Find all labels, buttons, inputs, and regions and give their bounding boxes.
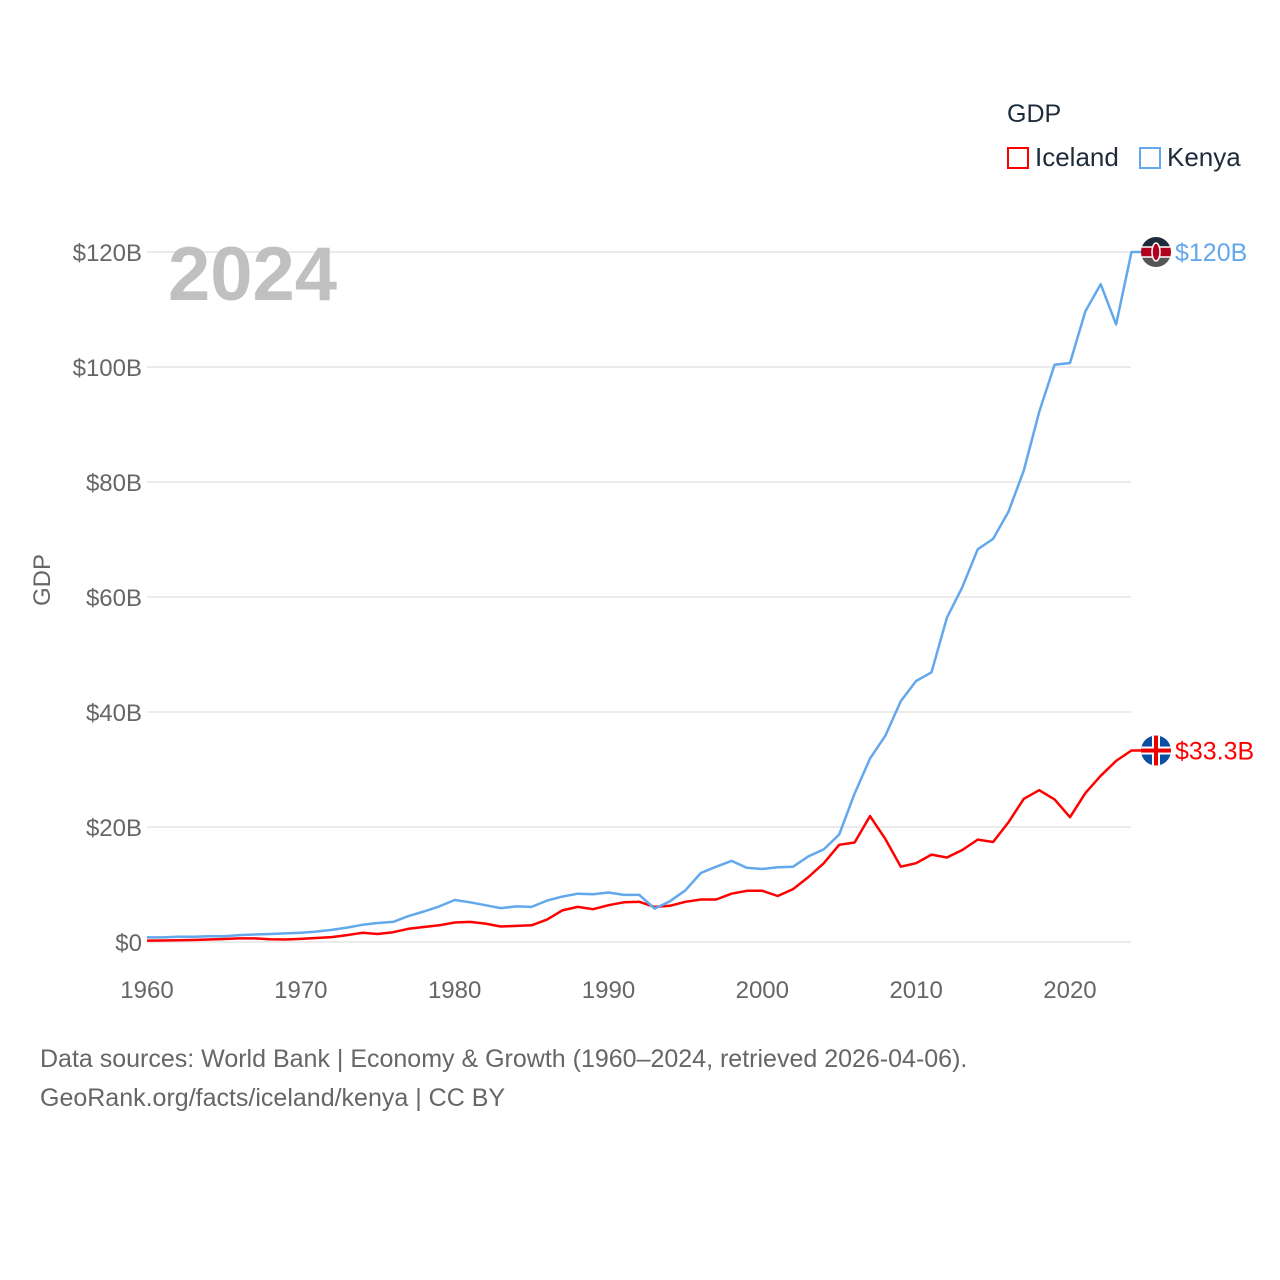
iceland-series-line xyxy=(146,749,1142,942)
kenya-swatch xyxy=(1139,146,1161,169)
kenya-end-label: $120B xyxy=(1175,239,1247,267)
legend-title: GDP xyxy=(1007,100,1062,128)
y-tick-label: $20B xyxy=(86,815,142,842)
x-tick-label: 1960 xyxy=(120,977,173,1004)
x-tick-label: 2010 xyxy=(889,977,942,1004)
iceland-end-label: $33.3B xyxy=(1175,738,1254,766)
y-tick-label: $60B xyxy=(86,585,142,612)
year-label: 2024 xyxy=(168,232,337,317)
legend-label: Kenya xyxy=(1167,142,1241,172)
y-tick-label: $0 xyxy=(115,930,142,957)
y-tick-label: $120B xyxy=(73,240,142,267)
x-tick-label: 1970 xyxy=(274,977,327,1004)
source-link[interactable]: GeoRank.org/facts/iceland/kenya | CC BY xyxy=(40,1084,506,1112)
kenya-series-line xyxy=(147,250,1142,939)
iceland-flag-icon xyxy=(1141,735,1171,766)
y-tick-label: $100B xyxy=(73,355,142,382)
x-tick-label: 2000 xyxy=(736,977,789,1004)
iceland-swatch xyxy=(1007,146,1029,169)
x-tick-label: 1990 xyxy=(582,977,635,1004)
y-axis-label: GDP xyxy=(29,554,56,606)
x-tick-label: 2020 xyxy=(1043,977,1096,1004)
kenya-flag-icon xyxy=(1141,237,1171,267)
legend-item-kenya[interactable]: Kenya xyxy=(1139,142,1241,173)
y-tick-label: $80B xyxy=(86,470,142,497)
legend-label: Iceland xyxy=(1035,142,1119,172)
y-tick-label: $40B xyxy=(86,700,142,727)
legend-item-iceland[interactable]: Iceland xyxy=(1007,142,1119,173)
source-note: Data sources: World Bank | Economy & Gro… xyxy=(40,1045,968,1073)
x-tick-label: 1980 xyxy=(428,977,481,1004)
